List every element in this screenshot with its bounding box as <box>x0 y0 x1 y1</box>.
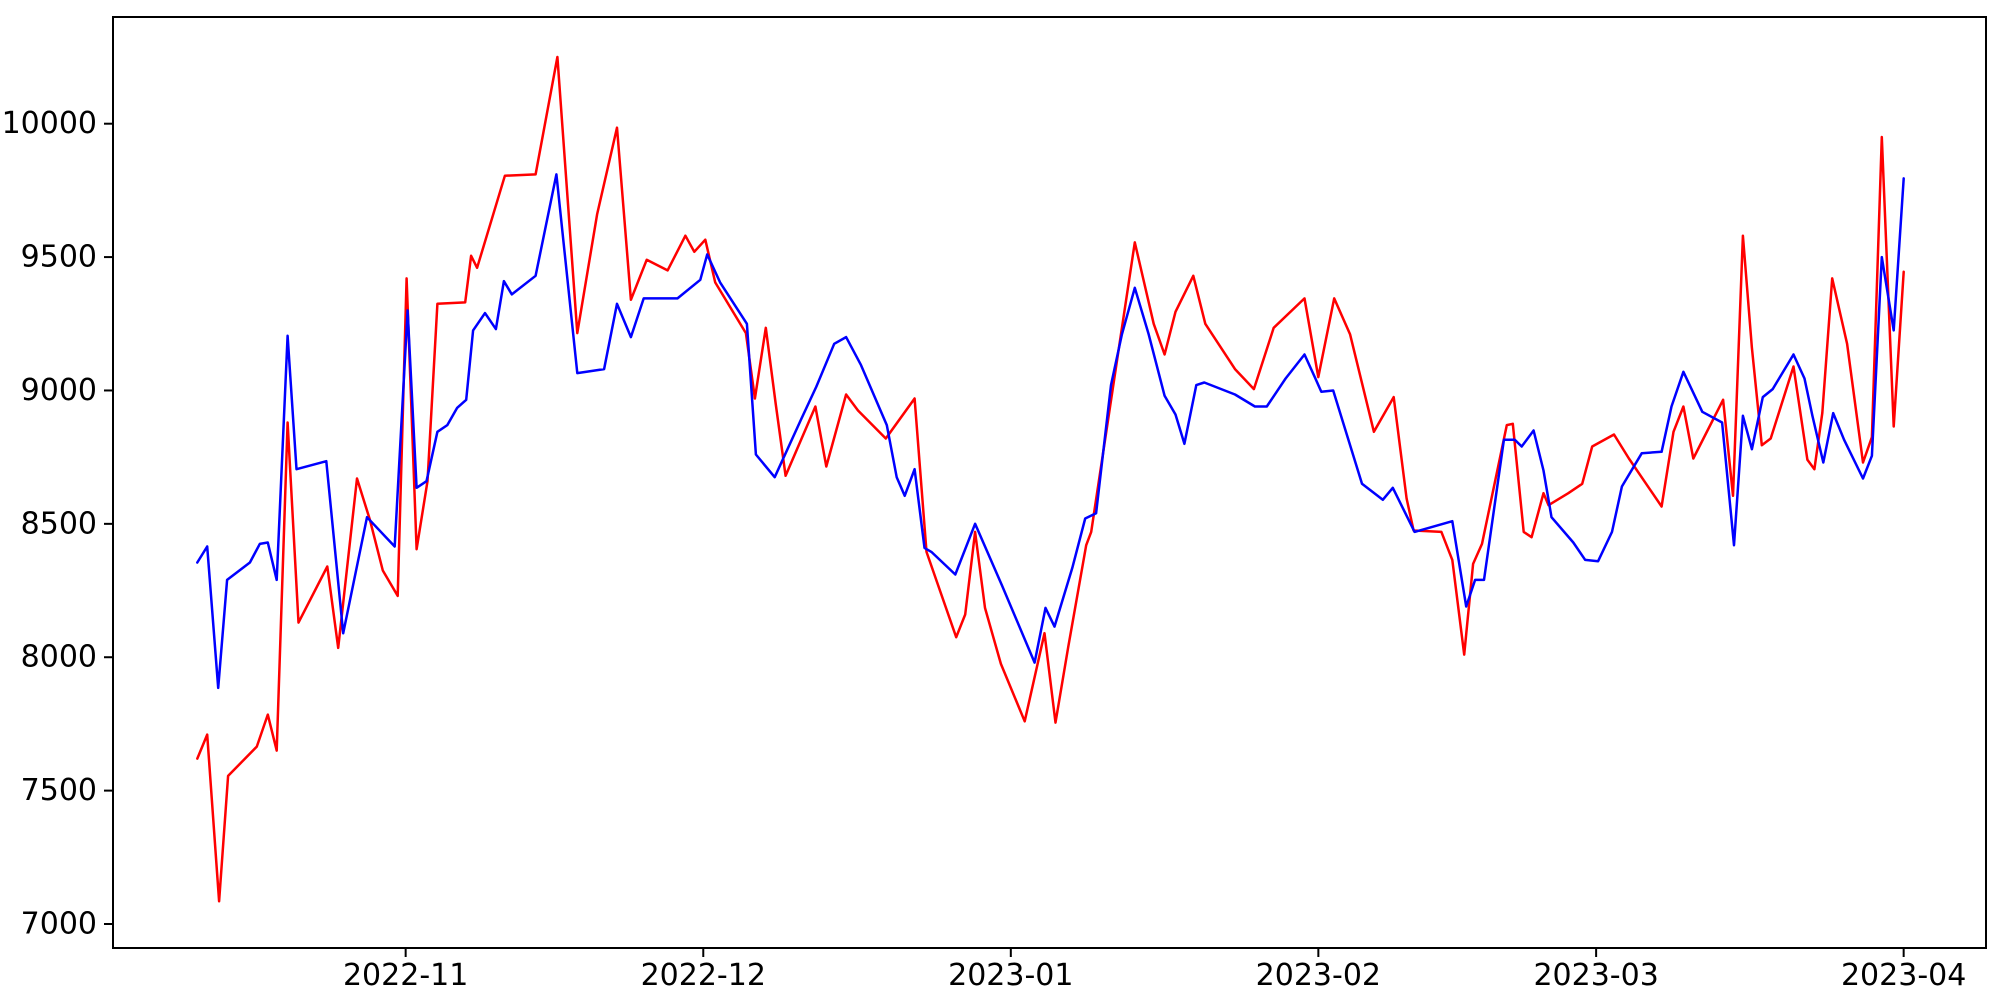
x-tick-label: 2023-01 <box>948 958 1073 993</box>
y-tick-label: 7500 <box>21 773 97 808</box>
blue-series-line <box>196 173 1905 690</box>
y-tick-label: 10000 <box>2 106 97 141</box>
red-series-line <box>196 55 1905 903</box>
x-tick-label: 2023-02 <box>1256 958 1381 993</box>
plot-spines <box>112 16 1987 949</box>
x-tick-label: 2023-04 <box>1841 958 1966 993</box>
y-tick-label: 9000 <box>21 373 97 408</box>
y-tick-label: 7000 <box>21 906 97 941</box>
x-tick-label: 2023-03 <box>1533 958 1658 993</box>
x-tick-label: 2022-12 <box>641 958 766 993</box>
y-tick-label: 8000 <box>21 640 97 675</box>
y-tick-label: 8500 <box>21 506 97 541</box>
y-tick-label: 9500 <box>21 240 97 275</box>
x-tick-label: 2022-11 <box>343 958 468 993</box>
